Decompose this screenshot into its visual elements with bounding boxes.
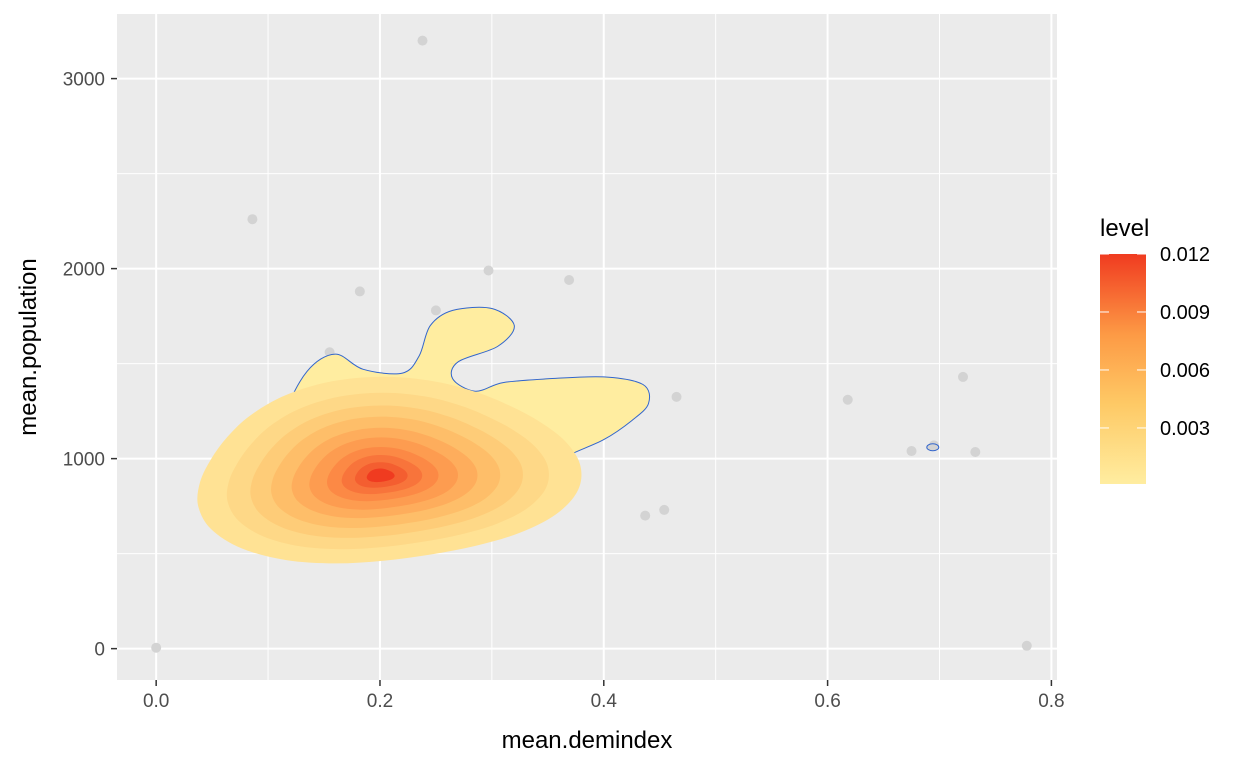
data-point: [1021, 640, 1032, 651]
x-axis-title: mean.demindex: [502, 727, 673, 754]
density-contour-band: [366, 468, 395, 483]
x-axis: 0.0 0.2 0.4 0.6 0.8: [143, 680, 1065, 712]
data-point: [640, 510, 651, 521]
data-point: [564, 275, 575, 286]
x-tick-label: 0.0: [143, 691, 169, 712]
legend-label: 0.009: [1160, 302, 1210, 324]
legend-label: 0.006: [1160, 360, 1210, 382]
legend-title: level: [1100, 215, 1149, 242]
data-point: [354, 286, 365, 297]
density-layer: [197, 306, 940, 564]
data-point: [417, 35, 428, 46]
x-tick-label: 0.2: [367, 691, 393, 712]
y-axis: 0 1000 2000 3000: [63, 70, 117, 661]
density-contour-small: [926, 443, 940, 452]
x-tick-label: 0.8: [1038, 691, 1064, 712]
legend: level 0.003 0.006 0.009 0.012: [1100, 215, 1210, 484]
legend-label: 0.003: [1160, 418, 1210, 440]
y-tick-label: 1000: [63, 450, 105, 471]
data-point: [842, 394, 853, 405]
legend-colorbar: [1100, 254, 1146, 484]
plot-panel: [117, 14, 1057, 680]
data-point: [958, 371, 968, 382]
data-point: [430, 305, 441, 316]
data-point: [151, 642, 162, 653]
data-point: [483, 265, 494, 276]
x-tick-label: 0.6: [814, 691, 840, 712]
data-point: [671, 391, 682, 402]
y-tick-label: 0: [94, 640, 105, 661]
data-point: [659, 504, 670, 515]
legend-label: 0.012: [1160, 244, 1210, 266]
legend-ticks: 0.003 0.006 0.009 0.012: [1100, 244, 1210, 440]
data-point: [247, 214, 258, 225]
x-tick-label: 0.4: [591, 691, 618, 712]
data-point: [906, 446, 917, 457]
data-point: [970, 446, 981, 457]
y-tick-label: 3000: [63, 70, 105, 91]
y-tick-label: 2000: [63, 260, 105, 281]
y-axis-title: mean.population: [15, 258, 42, 435]
